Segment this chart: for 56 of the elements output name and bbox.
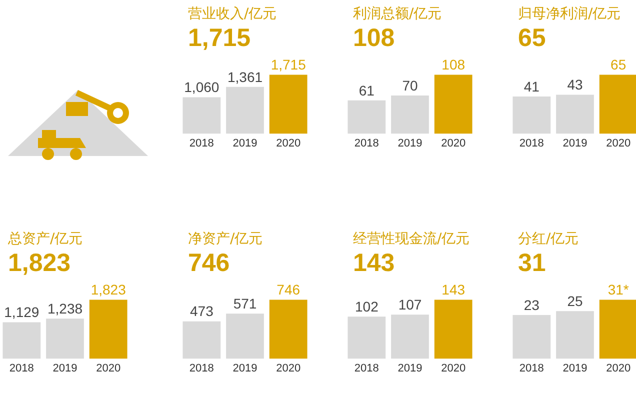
data-label: 746 <box>276 282 300 298</box>
chart-title: 分红/亿元 <box>518 230 580 248</box>
x-tick-label: 2018 <box>519 137 544 150</box>
x-tick-label: 2019 <box>232 362 258 374</box>
x-tick-label: 2018 <box>354 362 379 374</box>
x-tick-label: 2019 <box>232 137 258 150</box>
data-label: 571 <box>233 295 257 312</box>
data-label: 1,823 <box>90 282 126 298</box>
data-label: 1,060 <box>184 79 220 96</box>
data-label: 23 <box>524 296 540 313</box>
x-tick-label: 2020 <box>606 137 631 150</box>
data-label: 1,361 <box>227 68 263 85</box>
data-label: 1,238 <box>47 300 83 317</box>
x-tick-label: 2018 <box>354 137 379 150</box>
x-tick-label: 2020 <box>606 362 631 374</box>
chart-title: 利润总额/亿元 <box>353 5 443 23</box>
data-label: 107 <box>398 296 422 312</box>
x-tick-label: 2018 <box>189 362 214 374</box>
chart-subtitle: 108 <box>353 23 396 53</box>
x-tick-label: 2019 <box>398 137 422 150</box>
x-tick-label: 2020 <box>96 362 121 374</box>
chart-title: 总资产/亿元 <box>8 230 84 248</box>
chart-subtitle: 1,715 <box>188 23 252 53</box>
x-tick-label: 2019 <box>562 137 588 150</box>
data-label: 108 <box>442 56 466 73</box>
data-label: 43 <box>567 76 583 93</box>
chart-subtitle: 65 <box>518 23 547 53</box>
data-label: 102 <box>354 298 379 315</box>
data-label: 1,715 <box>270 56 306 73</box>
x-tick-label: 2019 <box>562 362 588 374</box>
x-tick-label: 2019 <box>52 362 78 374</box>
data-label: 61 <box>358 82 375 98</box>
x-tick-label: 2018 <box>189 137 214 150</box>
x-tick-label: 2018 <box>519 362 544 374</box>
chart-title: 营业收入/亿元 <box>188 5 278 23</box>
chart-title: 经营性现金流/亿元 <box>353 230 471 248</box>
x-tick-label: 2019 <box>398 362 422 374</box>
chart-subtitle: 31 <box>518 248 547 278</box>
data-label: 25 <box>567 293 583 310</box>
chart-subtitle: 1,823 <box>8 248 72 278</box>
x-tick-label: 2020 <box>276 137 301 150</box>
data-label: 41 <box>524 78 540 94</box>
chart-subtitle: 746 <box>188 248 231 278</box>
data-label: 31* <box>608 282 630 298</box>
x-tick-label: 2020 <box>276 362 301 374</box>
x-tick-label: 2020 <box>441 362 466 374</box>
data-label: 143 <box>442 282 466 298</box>
data-label: 70 <box>402 77 418 94</box>
x-tick-label: 2020 <box>441 137 466 150</box>
chart-subtitle: 143 <box>353 248 396 278</box>
chart-title: 净资产/亿元 <box>188 230 264 248</box>
data-label: 1,129 <box>4 304 40 320</box>
data-label: 65 <box>610 56 626 73</box>
x-tick-label: 2018 <box>9 362 34 374</box>
data-label: 473 <box>190 303 214 320</box>
chart-title: 归母净利润/亿元 <box>518 5 622 23</box>
